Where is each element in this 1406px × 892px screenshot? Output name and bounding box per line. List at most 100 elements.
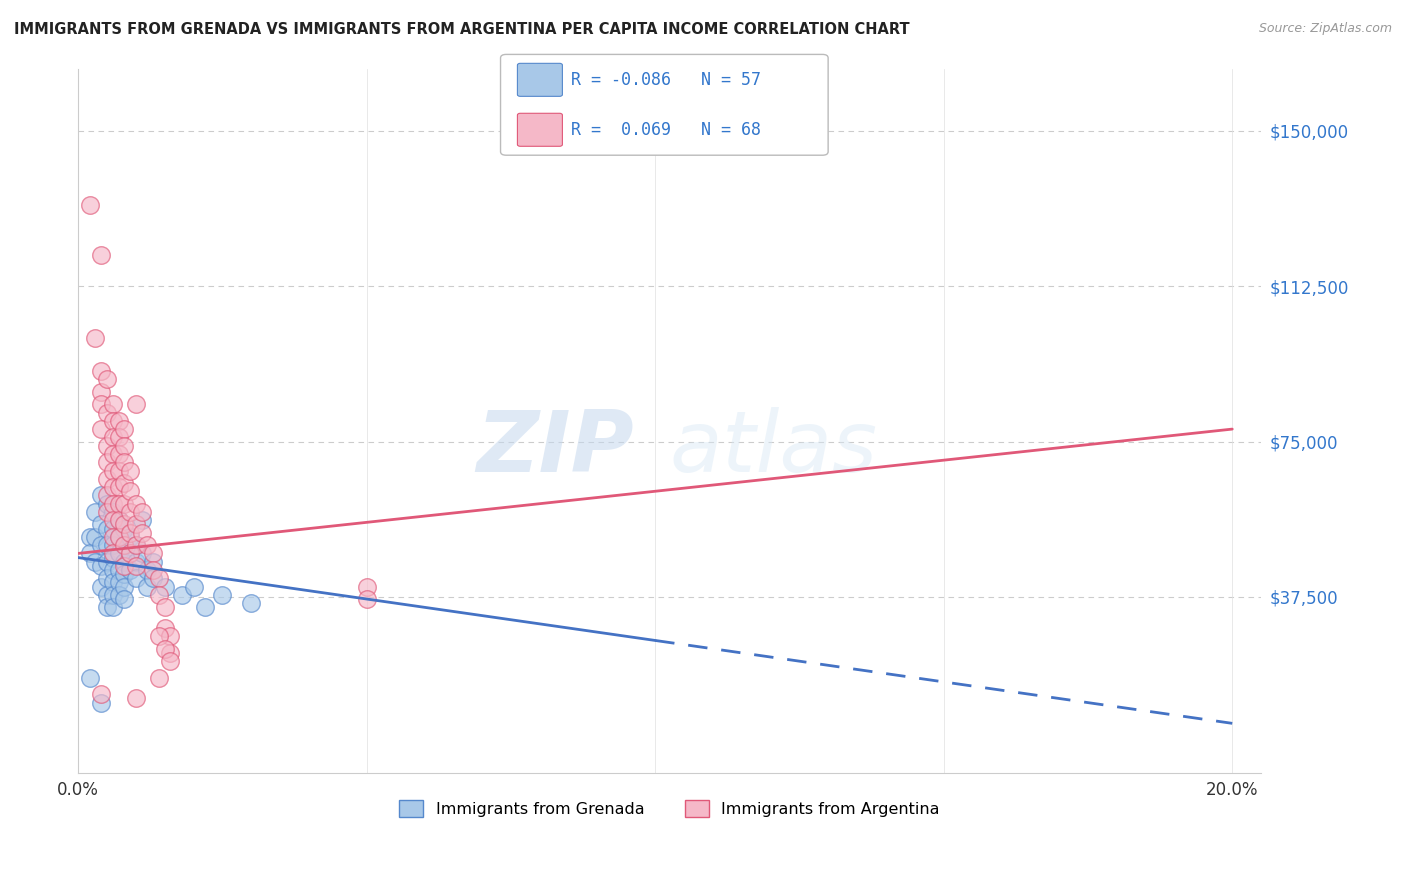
Point bbox=[153, 621, 176, 635]
Point bbox=[96, 571, 118, 585]
Point bbox=[107, 588, 129, 602]
Point bbox=[142, 555, 165, 569]
Point bbox=[101, 397, 124, 411]
Point bbox=[96, 505, 118, 519]
Point bbox=[125, 517, 148, 532]
Point bbox=[194, 600, 217, 615]
Point bbox=[101, 538, 124, 552]
Point bbox=[107, 447, 129, 461]
Point bbox=[153, 580, 176, 594]
Point bbox=[90, 397, 112, 411]
Point bbox=[125, 555, 148, 569]
Point bbox=[101, 575, 124, 590]
Point bbox=[84, 505, 107, 519]
Text: Source: ZipAtlas.com: Source: ZipAtlas.com bbox=[1258, 22, 1392, 36]
Point bbox=[101, 546, 124, 560]
Point bbox=[79, 671, 101, 685]
Point bbox=[112, 439, 135, 453]
Point bbox=[107, 530, 129, 544]
Point bbox=[96, 522, 118, 536]
Point bbox=[159, 629, 181, 643]
Point bbox=[118, 484, 141, 499]
Point bbox=[136, 538, 159, 552]
Point bbox=[90, 696, 112, 710]
Point bbox=[131, 513, 153, 527]
Point bbox=[101, 588, 124, 602]
Point bbox=[112, 517, 135, 532]
Point bbox=[148, 671, 170, 685]
Point bbox=[101, 522, 124, 536]
Point bbox=[148, 571, 170, 585]
Point bbox=[107, 430, 129, 444]
Point bbox=[101, 464, 124, 478]
Text: ZIP: ZIP bbox=[477, 408, 634, 491]
Point bbox=[107, 480, 129, 494]
Point bbox=[112, 580, 135, 594]
Point bbox=[118, 505, 141, 519]
Point bbox=[107, 546, 129, 560]
Point bbox=[96, 372, 118, 386]
Point bbox=[96, 600, 118, 615]
Point bbox=[112, 558, 135, 573]
Point bbox=[107, 575, 129, 590]
Point bbox=[131, 546, 153, 560]
Point bbox=[107, 464, 129, 478]
Point bbox=[107, 530, 129, 544]
Point bbox=[142, 571, 165, 585]
Point bbox=[118, 530, 141, 544]
Legend: Immigrants from Grenada, Immigrants from Argentina: Immigrants from Grenada, Immigrants from… bbox=[391, 791, 948, 825]
Point bbox=[142, 563, 165, 577]
Point bbox=[101, 513, 124, 527]
Point bbox=[79, 198, 101, 212]
Point bbox=[125, 497, 148, 511]
Point bbox=[118, 546, 141, 560]
Text: IMMIGRANTS FROM GRENADA VS IMMIGRANTS FROM ARGENTINA PER CAPITA INCOME CORRELATI: IMMIGRANTS FROM GRENADA VS IMMIGRANTS FR… bbox=[14, 22, 910, 37]
Point bbox=[101, 530, 124, 544]
Point bbox=[107, 513, 129, 527]
Point bbox=[125, 691, 148, 706]
Point bbox=[131, 505, 153, 519]
Point bbox=[118, 525, 141, 540]
Point bbox=[96, 439, 118, 453]
Point bbox=[96, 538, 118, 552]
Point bbox=[112, 567, 135, 582]
Point bbox=[107, 563, 129, 577]
Point bbox=[112, 522, 135, 536]
Point bbox=[118, 546, 141, 560]
Point bbox=[148, 629, 170, 643]
Point bbox=[125, 538, 148, 552]
Point bbox=[112, 422, 135, 436]
Point bbox=[101, 430, 124, 444]
Point bbox=[96, 497, 118, 511]
Point bbox=[90, 422, 112, 436]
Point bbox=[131, 525, 153, 540]
Point bbox=[170, 588, 193, 602]
Point bbox=[107, 497, 129, 511]
Point bbox=[112, 538, 135, 552]
Point bbox=[90, 558, 112, 573]
Text: R = -0.086   N = 57: R = -0.086 N = 57 bbox=[571, 70, 761, 89]
Point bbox=[90, 248, 112, 262]
Point bbox=[107, 513, 129, 527]
Point bbox=[125, 538, 148, 552]
Point bbox=[125, 397, 148, 411]
Point bbox=[96, 588, 118, 602]
Point bbox=[79, 530, 101, 544]
Point bbox=[112, 592, 135, 607]
Point bbox=[118, 563, 141, 577]
Point bbox=[118, 464, 141, 478]
Point bbox=[142, 546, 165, 560]
Point bbox=[159, 654, 181, 668]
Point bbox=[356, 580, 378, 594]
Point bbox=[148, 588, 170, 602]
Text: atlas: atlas bbox=[669, 408, 877, 491]
Point bbox=[112, 475, 135, 490]
Point bbox=[79, 546, 101, 560]
Point bbox=[96, 455, 118, 469]
Text: R =  0.069   N = 68: R = 0.069 N = 68 bbox=[571, 120, 761, 139]
Point bbox=[90, 488, 112, 502]
Point bbox=[356, 592, 378, 607]
Point bbox=[136, 563, 159, 577]
Point bbox=[101, 505, 124, 519]
Point bbox=[96, 472, 118, 486]
